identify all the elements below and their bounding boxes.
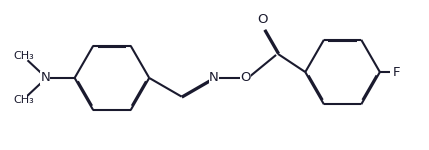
Text: O: O xyxy=(240,71,251,84)
Text: F: F xyxy=(393,66,400,79)
Text: CH₃: CH₃ xyxy=(13,94,34,105)
Text: O: O xyxy=(257,13,268,26)
Text: N: N xyxy=(209,71,219,84)
Text: N: N xyxy=(40,71,50,84)
Text: CH₃: CH₃ xyxy=(13,51,34,61)
